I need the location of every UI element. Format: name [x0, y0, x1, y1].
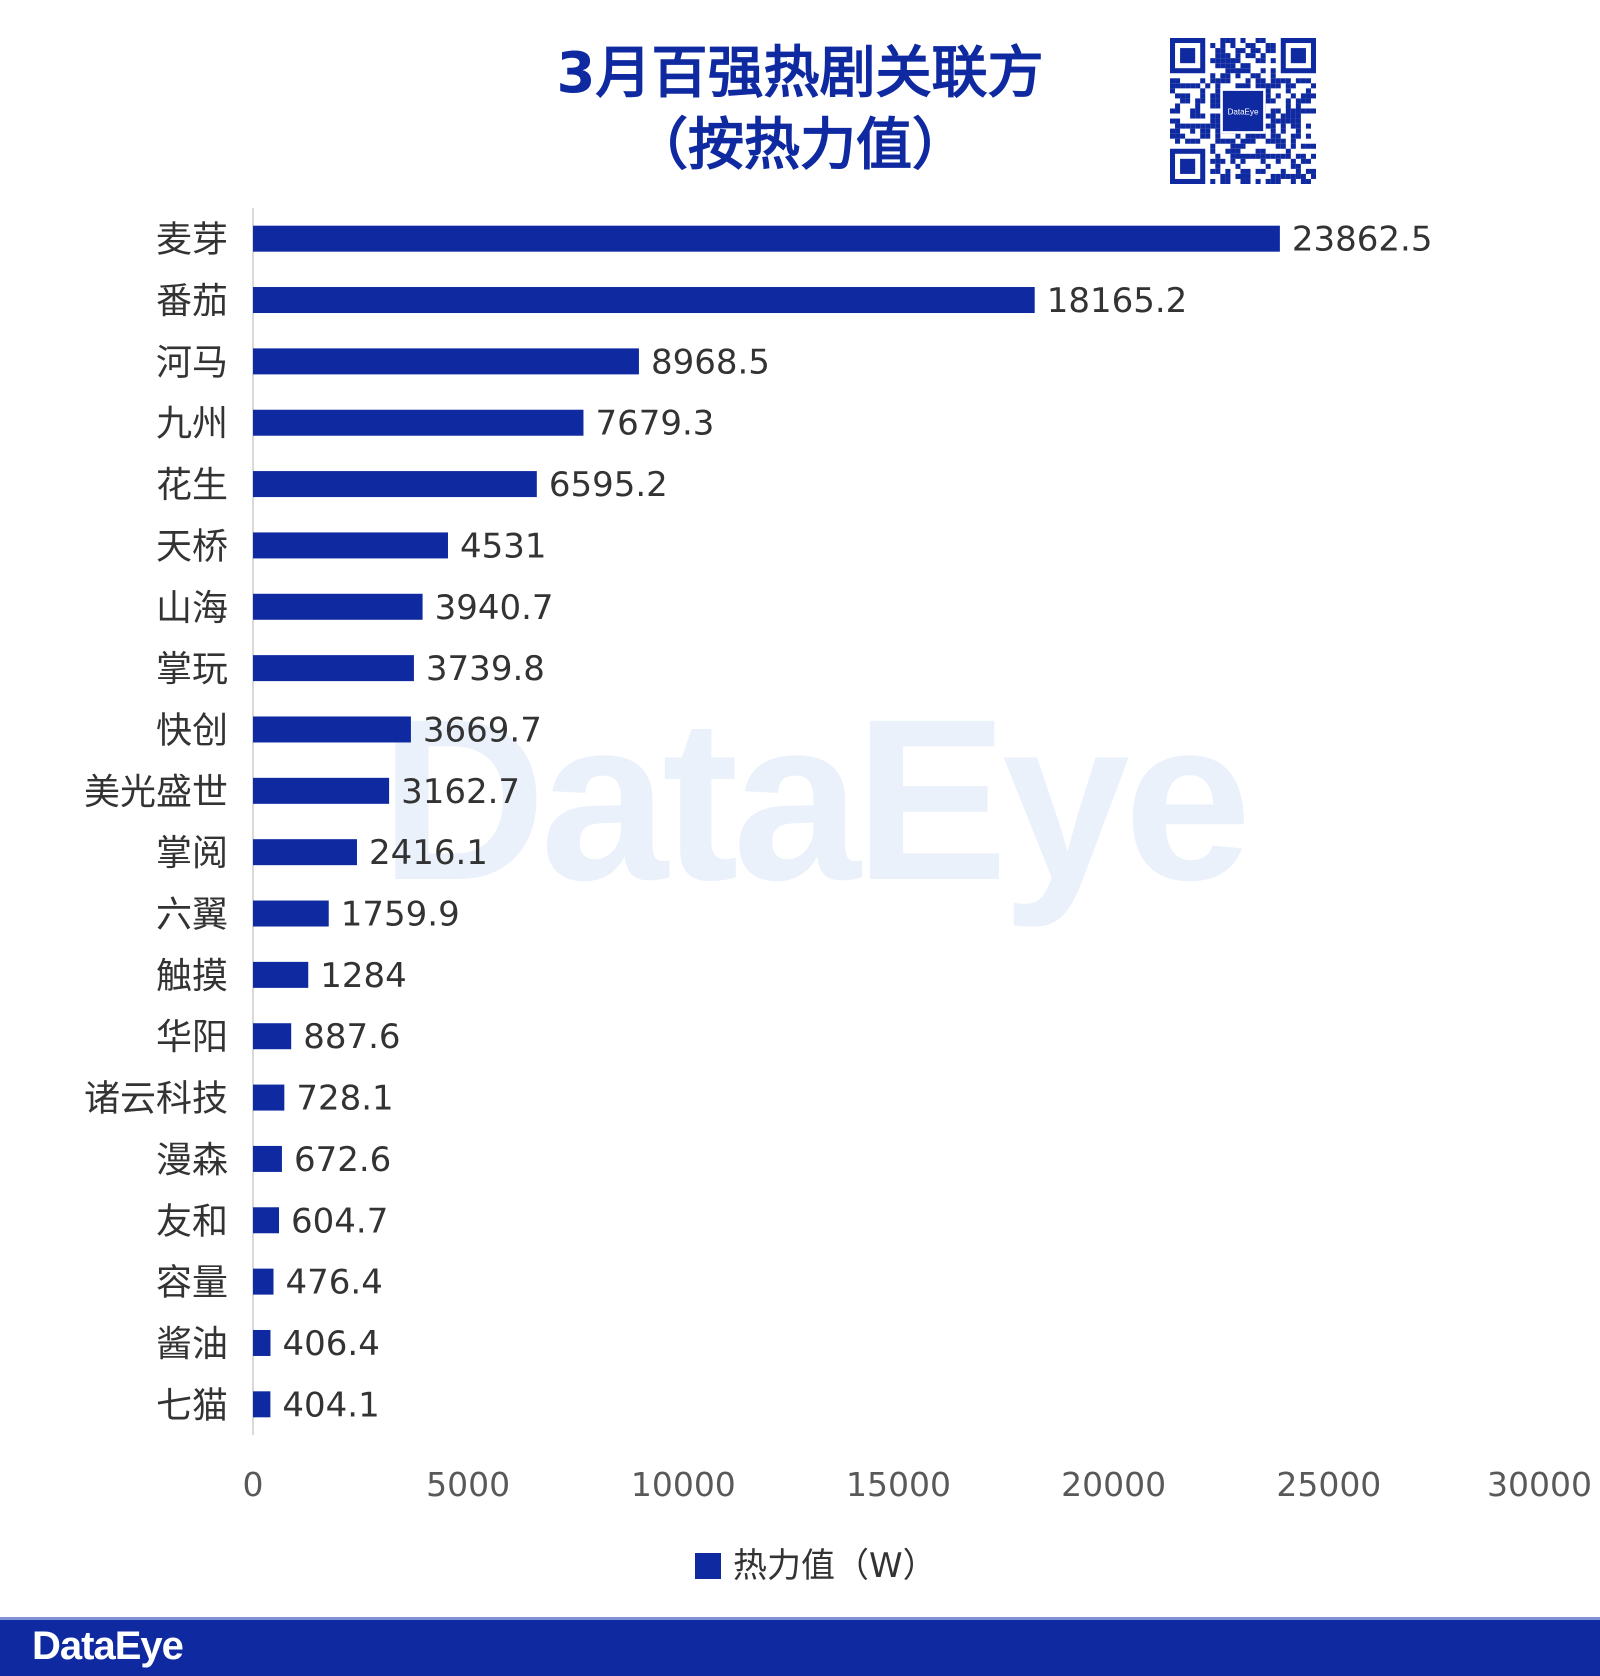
bar-0 [253, 225, 1280, 252]
value-label: 7679.3 [595, 404, 714, 444]
legend-swatch [695, 1553, 721, 1579]
category-label: 麦芽 [156, 220, 228, 261]
category-label: 河马 [156, 342, 228, 383]
value-label: 728.1 [296, 1079, 393, 1119]
bar-6 [253, 593, 423, 620]
category-label: 掌阅 [156, 833, 228, 874]
x-tick-label: 15000 [846, 1465, 951, 1504]
category-label: 掌玩 [156, 649, 228, 690]
chart-title: 3月百强热剧关联方 [556, 41, 1044, 106]
bar-8 [253, 716, 411, 743]
category-label: 七猫 [156, 1385, 228, 1426]
bar-13 [253, 1023, 292, 1050]
footer-logo: DataEye [32, 1624, 184, 1668]
bar-5 [253, 532, 448, 559]
bar-3 [253, 409, 584, 436]
value-label: 23862.5 [1292, 220, 1433, 260]
bar-7 [253, 655, 414, 682]
category-label: 酱油 [156, 1324, 228, 1365]
bar-11 [253, 900, 329, 927]
category-label: 容量 [156, 1263, 228, 1304]
value-label: 18165.2 [1047, 281, 1188, 321]
value-label: 1284 [320, 956, 407, 996]
value-label: 3162.7 [401, 772, 520, 812]
bar-16 [253, 1207, 280, 1234]
bar-12 [253, 961, 309, 988]
value-label: 3940.7 [435, 588, 554, 628]
value-label: 6595.2 [549, 465, 668, 505]
bar-9 [253, 777, 390, 804]
category-label: 美光盛世 [84, 772, 228, 813]
category-label: 快创 [156, 710, 228, 751]
value-label: 404.1 [282, 1385, 379, 1425]
category-label: 触摸 [156, 956, 228, 997]
bar-1 [253, 287, 1035, 314]
bar-4 [253, 471, 537, 498]
bar-chart: 麦芽番茄河马九州花生天桥山海掌玩快创美光盛世掌阅六翼触摸华阳诸云科技漫森友和容量… [84, 208, 1592, 1586]
category-label: 九州 [156, 404, 228, 445]
value-label: 1759.9 [341, 895, 460, 935]
value-label: 4531 [460, 526, 547, 566]
bar-18 [253, 1329, 271, 1356]
bar-15 [253, 1145, 282, 1172]
category-label: 天桥 [156, 526, 228, 567]
bar-2 [253, 348, 639, 375]
category-label: 华阳 [156, 1017, 228, 1058]
bar-14 [253, 1084, 285, 1111]
chart-subtitle: （按热力值） [632, 113, 968, 178]
category-label: 诸云科技 [84, 1079, 228, 1120]
value-label: 672.6 [294, 1140, 391, 1180]
value-label: 604.7 [291, 1201, 388, 1241]
qr-center-logo: DataEye [1228, 108, 1259, 117]
value-label: 3669.7 [423, 710, 542, 750]
category-label: 番茄 [156, 281, 228, 322]
x-tick-label: 25000 [1276, 1465, 1381, 1504]
value-label: 8968.5 [651, 342, 770, 382]
bar-19 [253, 1391, 271, 1418]
category-label: 友和 [156, 1201, 228, 1242]
x-tick-label: 20000 [1061, 1465, 1166, 1504]
value-label: 3739.8 [426, 649, 545, 689]
value-label: 887.6 [303, 1017, 400, 1057]
qr-code: DataEye [1170, 38, 1316, 184]
value-label: 406.4 [282, 1324, 379, 1364]
category-label: 花生 [156, 465, 228, 506]
legend-label: 热力值（W） [733, 1546, 937, 1586]
bar-17 [253, 1268, 274, 1295]
x-tick-label: 0 [243, 1465, 264, 1504]
footer-bar: DataEye [0, 1617, 1600, 1676]
x-tick-label: 30000 [1487, 1465, 1592, 1504]
category-label: 山海 [156, 588, 228, 629]
value-label: 2416.1 [369, 833, 488, 873]
x-tick-label: 5000 [426, 1465, 510, 1504]
x-tick-label: 10000 [631, 1465, 736, 1504]
category-label: 漫森 [156, 1140, 228, 1181]
value-label: 476.4 [286, 1263, 383, 1303]
category-label: 六翼 [156, 895, 228, 936]
bar-10 [253, 839, 357, 866]
